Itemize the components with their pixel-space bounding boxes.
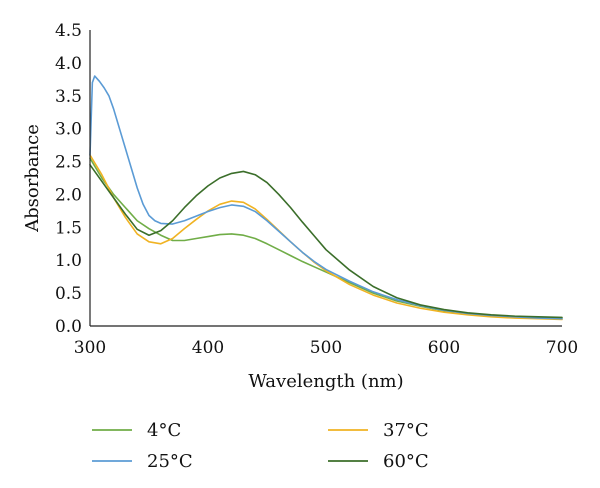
x-tick-labels: 300 400 500 600 700: [74, 338, 578, 358]
x-axis-title: Wavelength (nm): [248, 371, 403, 392]
x-tick-label: 700: [546, 338, 578, 358]
x-tick-label: 500: [310, 338, 342, 358]
y-tick-label: 0.5: [55, 284, 82, 304]
y-tick-label: 3.5: [55, 87, 82, 107]
legend-label: 60°C: [383, 451, 429, 472]
legend-label: 25°C: [147, 451, 193, 472]
x-tick-label: 600: [428, 338, 460, 358]
x-tick-label: 300: [74, 338, 106, 358]
series-line-2: [89, 154, 563, 321]
plot-area: [89, 75, 563, 321]
x-tick-label: 400: [192, 338, 224, 358]
y-tick-label: 3.0: [55, 120, 82, 140]
legend-label: 37°C: [383, 420, 429, 441]
y-tick-label: 2.0: [55, 185, 82, 205]
y-tick-label: 1.0: [55, 251, 82, 271]
legend-label: 4°C: [147, 420, 181, 441]
series-line-3: [89, 164, 563, 319]
y-tick-label: 0.0: [55, 317, 82, 337]
y-tick-label: 2.5: [55, 153, 82, 173]
legend: 4°C 37°C 25°C 60°C: [92, 420, 429, 472]
y-tick-label: 1.5: [55, 218, 82, 238]
y-tick-label: 4.5: [55, 21, 82, 41]
y-axis-title: Absorbance: [22, 124, 43, 233]
y-tick-label: 4.0: [55, 54, 82, 74]
series-line-0: [89, 157, 563, 320]
y-tick-labels: 0.0 0.5 1.0 1.5 2.0 2.5 3.0 3.5 4.0 4.5: [55, 21, 82, 337]
series-line-1: [89, 75, 563, 320]
